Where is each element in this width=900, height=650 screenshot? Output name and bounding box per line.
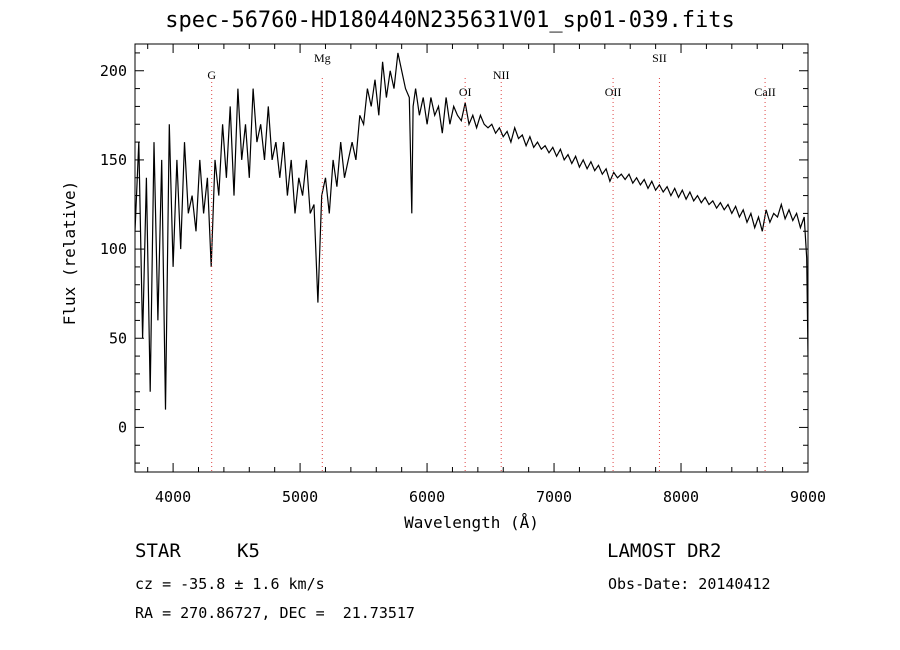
y-tick-label: 100 [100,240,127,258]
survey-name: LAMOST DR2 [607,540,722,562]
object-type: STAR [135,540,181,562]
plot-frame [134,43,809,473]
line-label-mg: Mg [314,51,331,65]
x-axis-label: Wavelength (Å) [404,513,539,532]
observation-date: Obs-Date: 20140412 [608,575,771,593]
y-tick-label: 150 [100,151,127,169]
y-tick-label: 50 [109,329,127,347]
x-tick-label: 5000 [282,488,318,506]
line-label-oi: OI [459,85,472,99]
line-label-g: G [207,68,216,82]
y-axis-label: Flux (relative) [60,181,79,326]
x-tick-label: 4000 [155,488,191,506]
redshift-cz: cz = -35.8 ± 1.6 km/s [135,575,325,593]
line-label-caii: CaII [754,85,775,99]
line-label-nii: NII [493,68,510,82]
object-subclass: K5 [237,540,260,562]
line-label-oii: OII [605,85,622,99]
chart-title: spec-56760-HD180440N235631V01_sp01-039.f… [165,8,735,33]
spectrum-line [135,52,808,410]
x-tick-label: 6000 [409,488,445,506]
line-label-sii: SII [652,51,667,65]
coordinates: RA = 270.86727, DEC = 21.73517 [135,604,415,622]
x-tick-label: 7000 [536,488,572,506]
y-tick-label: 0 [118,418,127,436]
y-tick-label: 200 [100,62,127,80]
x-tick-label: 8000 [663,488,699,506]
x-tick-label: 9000 [790,488,826,506]
